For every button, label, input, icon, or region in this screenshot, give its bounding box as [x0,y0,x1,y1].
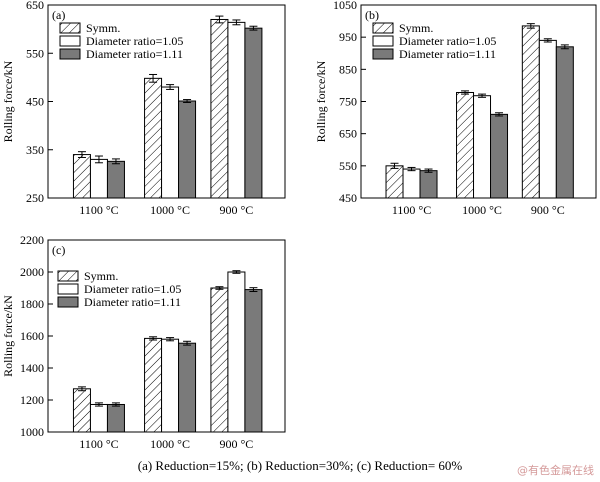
legend-label: Diameter ratio=1.11 [84,295,181,309]
x-tick-label: 900 °C [531,203,565,217]
bar [72,388,91,433]
y-axis-label: Rolling force/kN [1,60,15,142]
bar [385,165,404,199]
bar [72,154,91,199]
legend-swatch [59,48,81,60]
x-tick-label: 1100 °C [79,203,118,217]
panel-label: (a) [52,8,65,22]
legend-label: Diameter ratio=1.05 [399,34,496,48]
bar [161,86,180,199]
chart-panel-a: 250 350 450 550 650 Rolling force/kN (a) 1100 °… [1,0,286,217]
bar [106,403,125,433]
legend-label: Diameter ratio=1.05 [84,282,181,296]
legend-swatch [57,283,79,295]
bar [144,337,163,433]
bar [106,160,125,199]
legend-swatch [372,22,394,34]
y-tick-label: 550 [26,46,44,60]
x-tick-label: 1000 °C [150,437,190,451]
y-tick-label: 1050 [333,0,357,12]
bar [178,100,197,199]
x-tick-label: 1000 °C [462,203,502,217]
bar [227,21,246,199]
y-tick-label: 450 [26,95,44,109]
legend-label: Symm. [86,21,120,35]
legend-label: Diameter ratio=1.05 [86,34,183,48]
y-tick-label: 1400 [20,361,44,375]
legend-label: Symm. [84,269,118,283]
bar [521,25,540,199]
y-tick-label: 550 [339,159,357,173]
x-tick-label: 900 °C [220,437,254,451]
x-tick-label: 1100 °C [392,203,431,217]
bar [210,287,229,433]
y-axis-label: Rolling force/kN [314,60,328,142]
panel-label: (c) [52,243,65,257]
bar [89,403,108,433]
legend-swatch [57,270,79,282]
bar [210,18,229,199]
bar [89,158,108,199]
y-tick-label: 650 [26,0,44,12]
y-axis-label: Rolling force/kN [1,295,15,377]
y-tick-label: 2200 [20,233,44,247]
x-tick-label: 900 °C [220,203,254,217]
y-tick-label: 450 [339,191,357,205]
bar [538,39,557,199]
x-tick-label: 1100 °C [79,437,118,451]
bar [227,271,246,433]
legend-swatch [59,22,81,34]
bar [161,338,180,433]
bar [178,342,197,433]
y-tick-label: 1000 [20,425,44,439]
bar [473,95,492,199]
bar [555,46,574,199]
y-tick-label: 650 [339,127,357,141]
y-tick-label: 350 [26,143,44,157]
chart-panel-c: 1000 1200 1400 1600 1800 2000 2200 Rolling forc… [1,233,286,451]
bar [456,91,475,199]
bar [244,289,263,433]
bar [144,77,163,199]
y-tick-label: 850 [339,62,357,76]
legend-label: Diameter ratio=1.11 [399,47,496,61]
y-tick-label: 1600 [20,329,44,343]
panel-label: (b) [365,8,379,22]
figure-caption: (a) Reduction=15%; (b) Reduction=30%; (c… [137,458,463,473]
bar [402,168,421,199]
legend-swatch [59,35,81,47]
y-tick-label: 250 [26,191,44,205]
y-tick-label: 950 [339,30,357,44]
bar [490,113,509,199]
bar [419,170,438,199]
y-tick-label: 1800 [20,297,44,311]
bar [244,27,263,199]
watermark: @有色金属在线 [517,464,594,477]
legend-label: Diameter ratio=1.11 [86,47,183,61]
y-tick-label: 750 [339,95,357,109]
legend-label: Symm. [399,21,433,35]
legend-swatch [372,48,394,60]
y-tick-label: 2000 [20,265,44,279]
y-tick-label: 1200 [20,393,44,407]
legend-swatch [372,35,394,47]
legend-swatch [57,296,79,308]
x-tick-label: 1000 °C [150,203,190,217]
chart-panel-b: 450 550 650 750 850 950 1050 Rolling force/kN (b… [314,0,597,217]
